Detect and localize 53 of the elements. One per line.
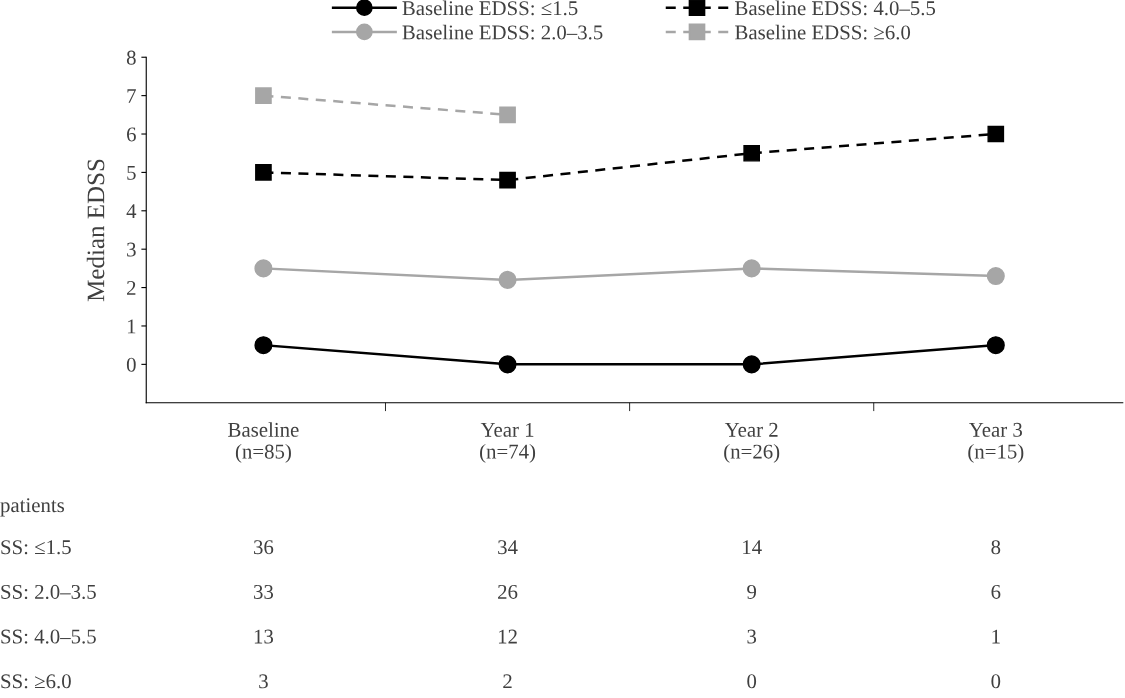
x-tick-label: Year 3 (n=15) xyxy=(968,422,1024,463)
legend-label: Baseline EDSS: 2.0–3.5 xyxy=(402,24,603,40)
y-axis-title: Median EDSS xyxy=(86,159,105,302)
point xyxy=(987,125,1005,143)
text: 36 xyxy=(254,540,274,555)
text: 14 xyxy=(743,540,762,555)
point xyxy=(742,355,761,374)
point xyxy=(254,336,273,355)
y-tick-label: 1 xyxy=(127,319,136,334)
y-tick-label: 2 xyxy=(127,281,136,295)
y-tick-label: 7 xyxy=(127,89,136,103)
point xyxy=(499,171,516,189)
point xyxy=(986,336,1005,355)
y-tick-label: 4 xyxy=(126,204,137,219)
text: 13 xyxy=(254,629,274,644)
text: 12 xyxy=(498,629,517,644)
point xyxy=(498,270,517,289)
y-tick-label: 3 xyxy=(127,242,136,257)
text: 26 xyxy=(498,584,518,599)
text: 33 xyxy=(254,584,274,599)
text: 3 xyxy=(259,674,268,689)
legend-label: Baseline EDSS: 4.0–5.5 xyxy=(735,0,936,16)
y-tick-label: 6 xyxy=(127,127,136,142)
point xyxy=(255,87,272,104)
x-tick-label: Year 2 (n=26) xyxy=(724,422,780,463)
x-tick-label: Baseline (n=85) xyxy=(228,422,299,463)
text: 1 xyxy=(992,629,1000,644)
text: SS: 2.0–3.5 xyxy=(1,584,96,600)
legend-label: Baseline EDSS: ≤1.5 xyxy=(402,0,578,16)
text: patients xyxy=(0,498,65,517)
y-tick-label: 5 xyxy=(127,165,136,180)
text: 6 xyxy=(991,584,1001,599)
point xyxy=(742,259,761,278)
text: SS: 4.0–5.5 xyxy=(1,629,96,644)
point xyxy=(986,267,1005,286)
y-tick-label: 8 xyxy=(126,50,136,65)
legend-label: Baseline EDSS: ≥6.0 xyxy=(735,24,911,40)
point xyxy=(498,355,517,374)
text: 9 xyxy=(747,584,757,599)
y-tick-label: 0 xyxy=(126,357,136,372)
text: 2 xyxy=(503,674,512,689)
text: 3 xyxy=(747,629,757,644)
point xyxy=(499,106,516,124)
text: 8 xyxy=(991,540,1001,555)
point xyxy=(255,164,272,181)
point xyxy=(254,259,273,278)
text: SS: ≥6.0 xyxy=(1,674,71,689)
text: 34 xyxy=(498,540,518,555)
x-tick-label: Year 1 (n=74) xyxy=(480,422,536,463)
text: 0 xyxy=(991,674,1001,689)
point xyxy=(743,144,761,162)
text: 0 xyxy=(747,674,757,689)
text: SS: ≤1.5 xyxy=(1,540,71,555)
